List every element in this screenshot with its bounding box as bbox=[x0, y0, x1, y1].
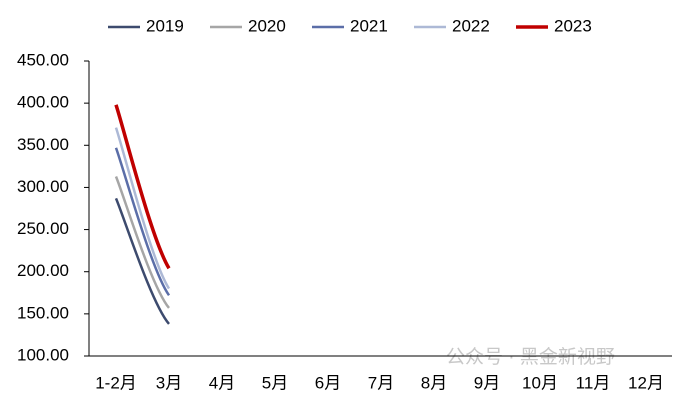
x-tick-label: 5月 bbox=[262, 373, 288, 392]
x-tick-label: 10月 bbox=[522, 373, 558, 392]
x-tick-label: 9月 bbox=[474, 373, 500, 392]
x-tick-label: 1-2月 bbox=[95, 373, 137, 392]
x-tick-label: 12月 bbox=[628, 373, 664, 392]
x-tick-label: 4月 bbox=[209, 373, 235, 392]
watermark: 公众号 · 黑金新视野 bbox=[446, 346, 615, 368]
y-tick-label: 300.00 bbox=[17, 177, 69, 196]
legend-label: 2023 bbox=[554, 16, 592, 35]
y-tick-label: 200.00 bbox=[17, 261, 69, 280]
series-line bbox=[114, 176, 170, 309]
series-line bbox=[114, 127, 171, 290]
legend-label: 2021 bbox=[350, 16, 388, 35]
series-line bbox=[114, 147, 171, 297]
x-tick-label: 8月 bbox=[421, 373, 447, 392]
y-tick-label: 350.00 bbox=[17, 135, 69, 154]
y-tick-label: 400.00 bbox=[17, 93, 69, 112]
legend-label: 2022 bbox=[452, 16, 490, 35]
legend-label: 2019 bbox=[146, 16, 184, 35]
y-tick-label: 100.00 bbox=[17, 345, 69, 364]
x-tick-label: 7月 bbox=[368, 373, 394, 392]
legend-label: 2020 bbox=[248, 16, 286, 35]
x-tick-label: 6月 bbox=[315, 373, 341, 392]
y-tick-label: 150.00 bbox=[17, 303, 69, 322]
series-line bbox=[114, 104, 171, 270]
y-tick-label: 250.00 bbox=[17, 219, 69, 238]
x-tick-label: 11月 bbox=[576, 373, 611, 392]
x-tick-label: 3月 bbox=[156, 373, 182, 392]
series-line bbox=[114, 197, 170, 325]
y-tick-label: 450.00 bbox=[17, 50, 69, 69]
